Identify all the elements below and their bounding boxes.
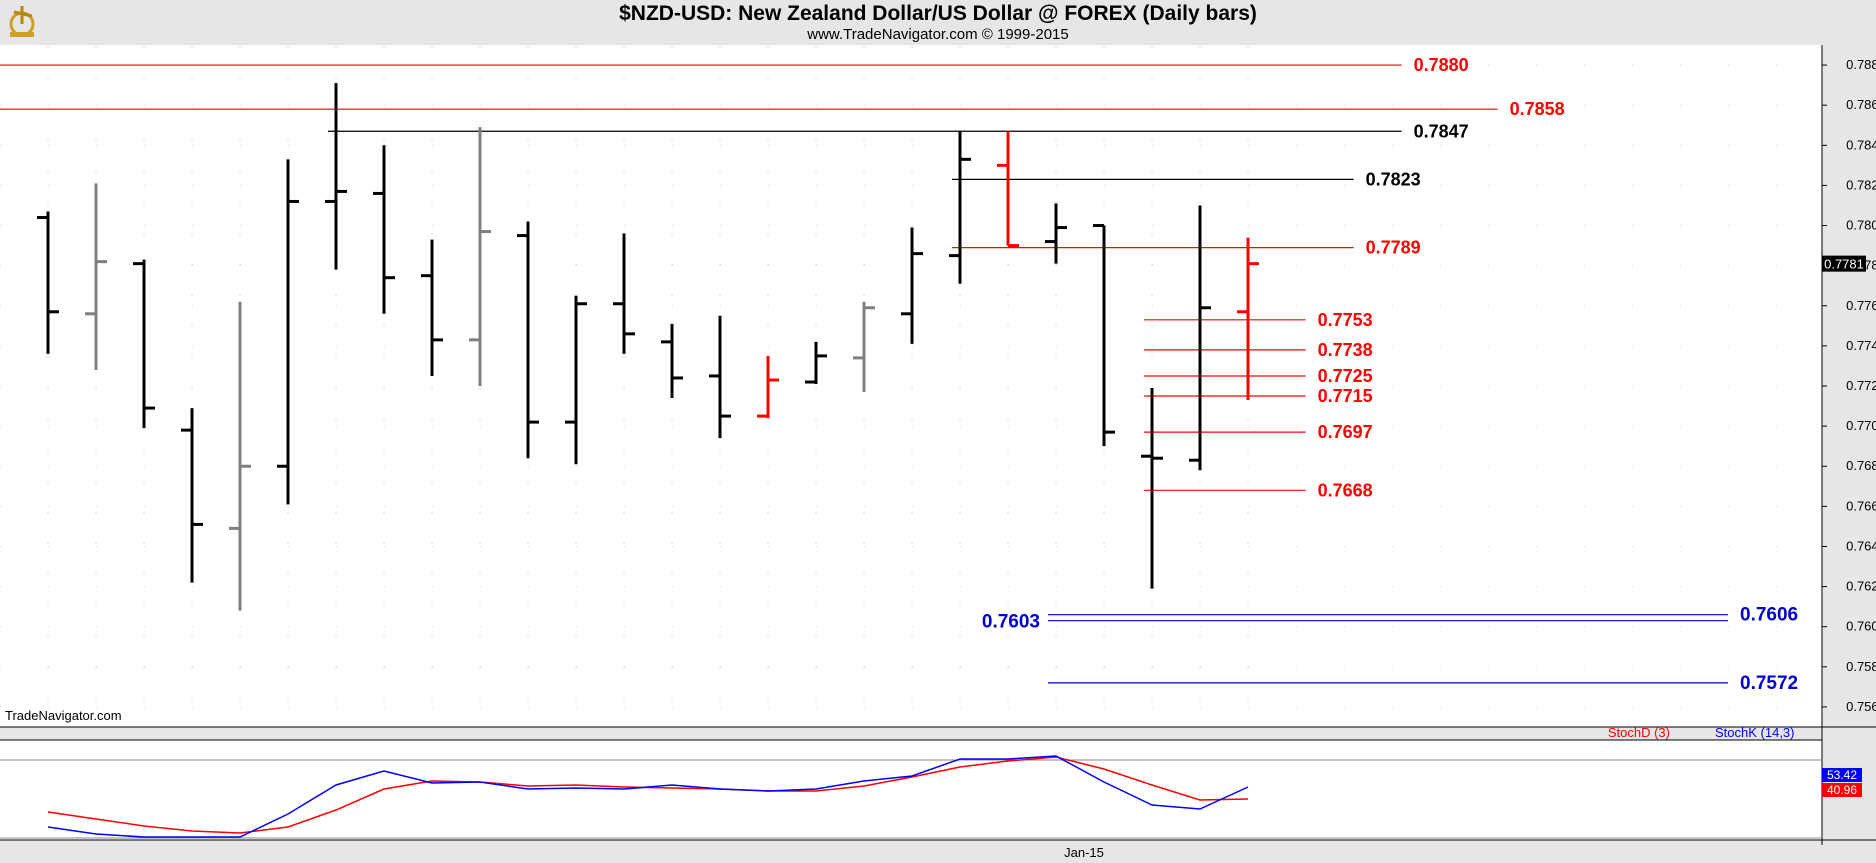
level-label: 0.7668 (1318, 480, 1373, 500)
level-label: 0.7606 (1740, 605, 1798, 626)
stoch-value-label: 40.96 (1827, 783, 1857, 797)
level-label: 0.7858 (1510, 99, 1565, 119)
level-label: 0.7880 (1414, 55, 1469, 75)
last-price-label: 0.7781 (1824, 257, 1864, 272)
legend-stochd: StochD (3) (1608, 725, 1670, 740)
sextant-logo-icon (9, 6, 35, 37)
stochk-line (47, 755, 1249, 838)
y-tick-label: 0.7560 (1846, 699, 1876, 714)
level-label: 0.7572 (1740, 673, 1798, 694)
level-label: 0.7715 (1318, 386, 1373, 406)
legend-stochk: StochK (14,3) (1715, 725, 1795, 740)
level-label: 0.7753 (1318, 310, 1373, 330)
level-label: 0.7823 (1366, 169, 1421, 189)
level-label: 0.7697 (1318, 422, 1373, 442)
level-label: 0.7738 (1318, 340, 1373, 360)
chart-title: $NZD-USD: New Zealand Dollar/US Dollar @… (619, 2, 1257, 25)
x-tick-label: Jan-15 (1064, 845, 1104, 860)
y-tick-label: 0.7880 (1846, 57, 1876, 72)
level-label: 0.7847 (1414, 121, 1469, 141)
stoch-value-label: 53.42 (1827, 768, 1857, 782)
stoch-value-box (1822, 783, 1862, 797)
watermark-label: TradeNavigator.com (5, 708, 122, 723)
chart-subtitle: www.TradeNavigator.com © 1999-2015 (807, 26, 1069, 43)
last-price-box (1822, 255, 1866, 272)
level-label: 0.7603 (982, 612, 1040, 633)
stoch-value-box (1822, 768, 1862, 782)
level-label: 0.7789 (1366, 238, 1421, 258)
stochastic-panel (0, 740, 1822, 840)
level-label: 0.7725 (1318, 366, 1373, 386)
price-panel (0, 45, 1822, 727)
